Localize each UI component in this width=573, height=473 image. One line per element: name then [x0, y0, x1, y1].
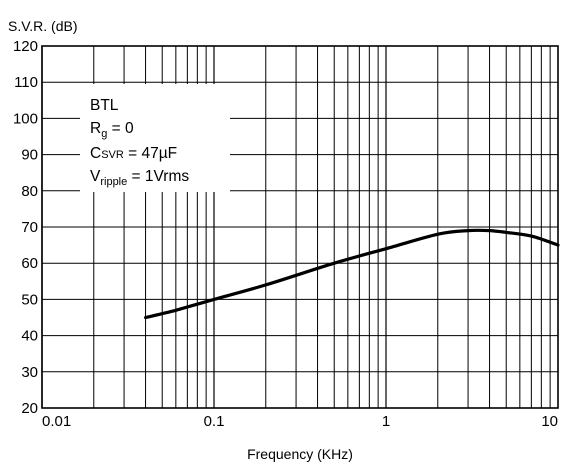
- conditions-annotation: BTL Rg = 0 CSVR = 47µF Vripple = 1Vrms: [90, 97, 189, 188]
- plot-frame: [41, 45, 559, 409]
- y-axis-label: S.V.R. (dB): [8, 18, 78, 34]
- y-tick-label: 60: [21, 255, 38, 272]
- x-tick-label: 0.1: [204, 413, 225, 430]
- csvr-subscript: SVR: [101, 149, 124, 161]
- vripple-symbol: V: [90, 168, 101, 185]
- annotation-line-vripple: Vripple = 1Vrms: [90, 168, 189, 188]
- y-tick-label: 120: [13, 38, 38, 55]
- y-tick-label: 70: [21, 219, 38, 236]
- annotation-line-csvr: CSVR = 47µF: [90, 145, 177, 162]
- svr-curve: [144, 228, 560, 320]
- x-tick-label: 10: [541, 413, 558, 430]
- annotation-background: [80, 84, 230, 192]
- y-tick-label: 50: [21, 291, 38, 308]
- y-tick-label: 80: [21, 183, 38, 200]
- vripple-value: = 1Vrms: [127, 168, 189, 185]
- y-tick-label: 20: [21, 400, 38, 417]
- csvr-value: = 47µF: [124, 145, 177, 162]
- annotation-line-rg: Rg = 0: [90, 120, 134, 140]
- rg-symbol: R: [90, 120, 101, 137]
- y-tick-label: 110: [14, 74, 38, 91]
- y-tick-label: 40: [21, 328, 38, 345]
- x-tick-label: 1: [382, 413, 390, 430]
- y-tick-label: 90: [21, 147, 38, 164]
- vripple-subscript: ripple: [100, 176, 127, 188]
- annotation-line-btl: BTL: [90, 97, 119, 114]
- rg-subscript: g: [101, 128, 107, 140]
- y-tick-label: 30: [21, 364, 38, 381]
- rg-value: = 0: [107, 120, 134, 137]
- series-layer: [144, 228, 560, 320]
- y-tick-label: 100: [13, 110, 38, 127]
- x-tick-label: 0.01: [42, 413, 71, 430]
- x-axis-label: Frequency (KHz): [247, 446, 353, 462]
- csvr-symbol: C: [90, 145, 101, 162]
